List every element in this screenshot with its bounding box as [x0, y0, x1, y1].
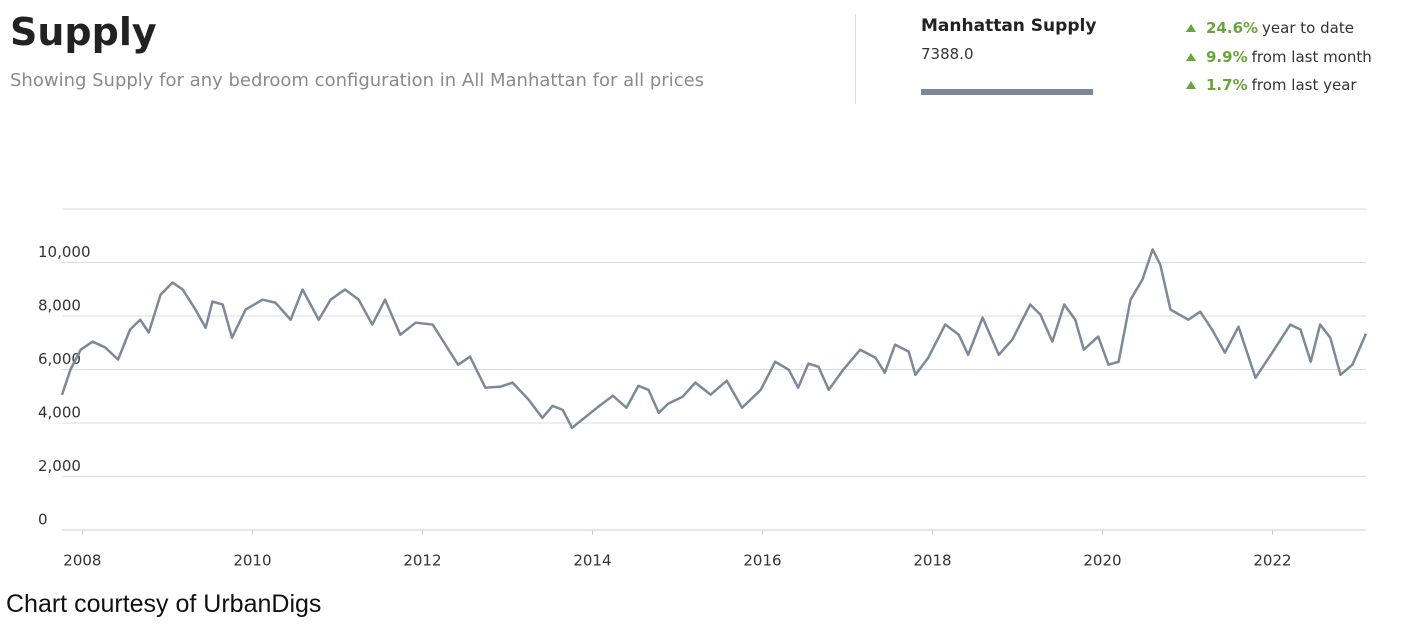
latest-value: 7388.0: [921, 45, 974, 63]
x-tick-label: 2016: [743, 552, 781, 570]
y-tick-label: 4,000: [38, 404, 81, 422]
y-tick-label: 8,000: [38, 297, 81, 315]
x-tick-label: 2018: [913, 552, 951, 570]
change-value: 1.7%: [1206, 76, 1248, 94]
x-tick-label: 2020: [1083, 552, 1121, 570]
change-text: from last year: [1251, 76, 1357, 94]
y-tick-label: 2,000: [38, 457, 81, 475]
series-line: [60, 248, 1368, 430]
change-row: 1.7% from last year: [1186, 76, 1372, 105]
up-arrow: [1186, 24, 1196, 32]
x-tick-label: 2008: [63, 552, 101, 570]
change-text: year to date: [1262, 19, 1354, 37]
subtitle: Showing Supply for any bedroom configura…: [10, 70, 705, 91]
y-tick-label: 10,000: [38, 243, 91, 261]
x-tick-label: 2022: [1253, 552, 1291, 570]
x-tick-label: 2012: [403, 552, 441, 570]
up-arrow: [1186, 52, 1196, 61]
legend-label: Manhattan Supply: [921, 16, 1097, 36]
changes: 24.6% year to date 9.9% from last month 1.7%…: [1186, 19, 1372, 105]
title: Supply: [10, 10, 157, 54]
x-tick-label: 2010: [233, 552, 271, 570]
y-tick-label: 6,000: [38, 350, 81, 368]
change-row: 24.6% year to date: [1186, 19, 1372, 48]
up-arrow: [1186, 81, 1196, 89]
change-text: from last month: [1251, 47, 1372, 66]
change-value: 9.9%: [1206, 47, 1248, 66]
divider: [855, 14, 856, 104]
change-value: 24.6%: [1206, 19, 1259, 37]
legend-swatch: [921, 89, 1093, 95]
change-row: 9.9% from last month: [1186, 48, 1372, 77]
y-tick-label: 0: [38, 511, 48, 529]
x-tick-label: 2014: [573, 552, 611, 570]
chart: 0 2,000 4,000 6,000 8,000 10,000 2008 2010 2012 2…: [38, 208, 1368, 570]
caption: Chart courtesy of UrbanDigs: [6, 590, 322, 618]
